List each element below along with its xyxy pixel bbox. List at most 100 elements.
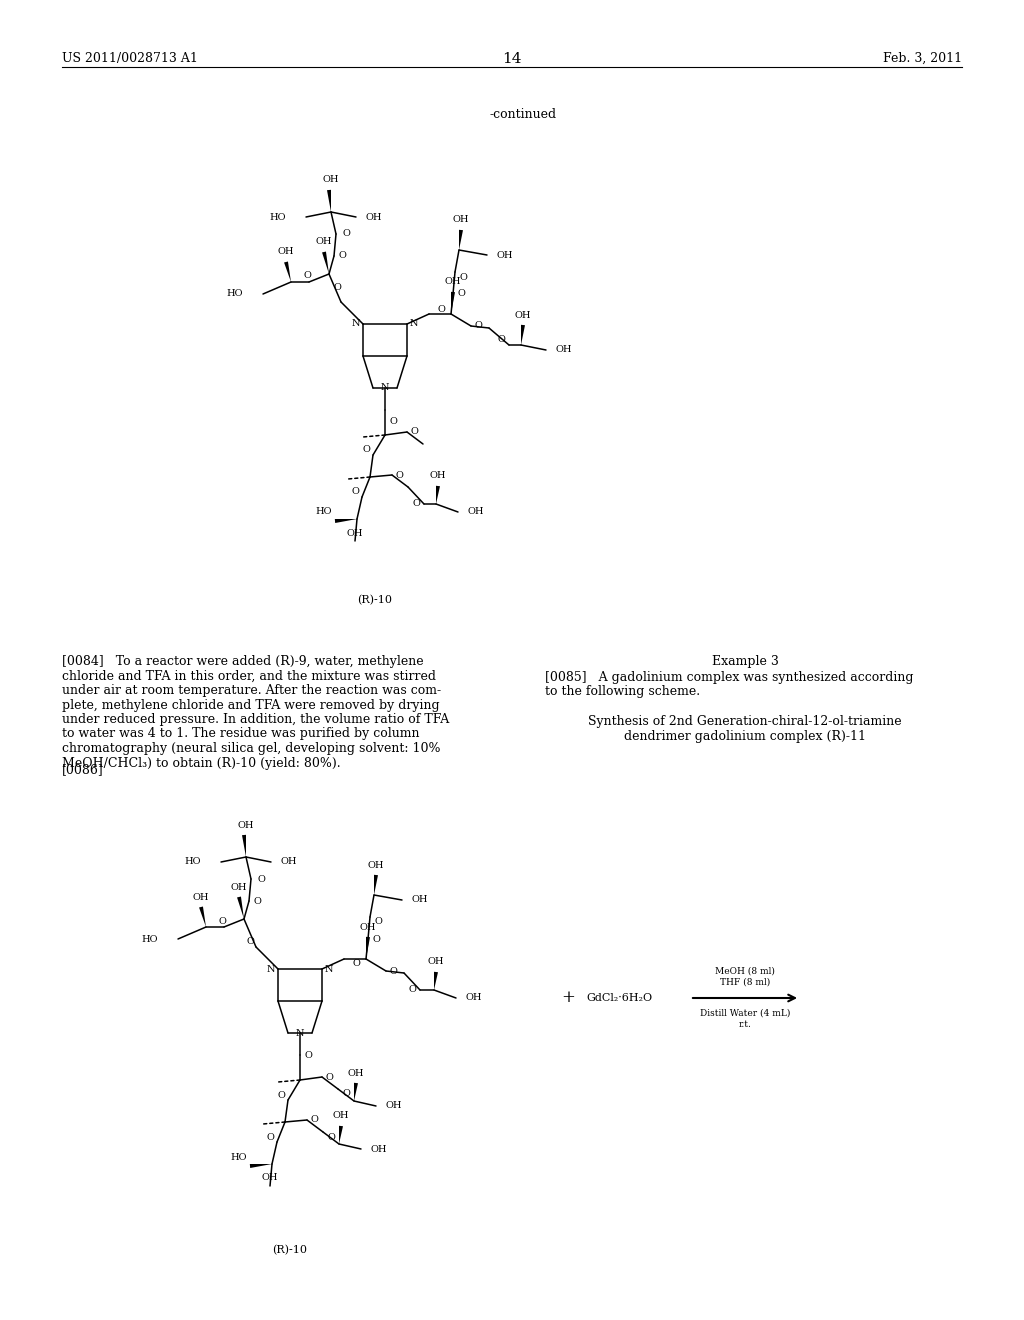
Text: OH: OH — [444, 277, 461, 286]
Text: OH: OH — [556, 346, 572, 355]
Text: N: N — [410, 319, 418, 329]
Text: US 2011/0028713 A1: US 2011/0028713 A1 — [62, 51, 198, 65]
Text: HO: HO — [315, 507, 332, 516]
Text: Distill Water (4 mL): Distill Water (4 mL) — [699, 1008, 791, 1018]
Text: O: O — [246, 936, 254, 945]
Text: OH: OH — [371, 1144, 387, 1154]
Text: O: O — [304, 1051, 312, 1060]
Text: chromatography (neural silica gel, developing solvent: 10%: chromatography (neural silica gel, devel… — [62, 742, 440, 755]
Text: OH: OH — [359, 923, 376, 932]
Text: OH: OH — [193, 892, 209, 902]
Text: O: O — [457, 289, 465, 298]
Text: O: O — [327, 1133, 335, 1142]
Polygon shape — [374, 875, 378, 895]
Text: OH: OH — [278, 248, 294, 256]
Text: N: N — [352, 319, 360, 329]
Text: HO: HO — [184, 858, 201, 866]
Text: OH: OH — [430, 471, 446, 480]
Text: O: O — [351, 487, 359, 496]
Text: O: O — [459, 272, 467, 281]
Text: OH: OH — [333, 1111, 349, 1121]
Text: OH: OH — [315, 238, 332, 247]
Text: HO: HO — [269, 213, 286, 222]
Text: O: O — [266, 1133, 274, 1142]
Text: O: O — [395, 470, 402, 479]
Text: -continued: -continued — [490, 108, 557, 121]
Text: [0086]: [0086] — [62, 763, 103, 776]
Text: O: O — [372, 935, 380, 944]
Polygon shape — [434, 972, 438, 990]
Text: HO: HO — [226, 289, 243, 298]
Polygon shape — [323, 252, 329, 275]
Text: OH: OH — [323, 176, 339, 185]
Polygon shape — [199, 907, 206, 927]
Text: O: O — [342, 1089, 350, 1098]
Text: O: O — [352, 960, 360, 969]
Text: (R)-10: (R)-10 — [357, 595, 392, 605]
Polygon shape — [451, 292, 455, 314]
Text: O: O — [374, 917, 382, 927]
Text: OH: OH — [468, 507, 484, 516]
Text: [0084]   To a reactor were added (R)-9, water, methylene: [0084] To a reactor were added (R)-9, wa… — [62, 655, 424, 668]
Text: +: + — [561, 990, 574, 1006]
Text: O: O — [218, 916, 226, 925]
Text: HO: HO — [230, 1152, 247, 1162]
Text: under air at room temperature. After the reaction was com-: under air at room temperature. After the… — [62, 684, 441, 697]
Text: N: N — [266, 965, 275, 974]
Text: (R)-10: (R)-10 — [272, 1245, 307, 1255]
Text: O: O — [389, 417, 397, 426]
Text: O: O — [410, 428, 418, 437]
Text: dendrimer gadolinium complex (R)-11: dendrimer gadolinium complex (R)-11 — [624, 730, 866, 743]
Text: OH: OH — [466, 994, 482, 1002]
Text: O: O — [333, 284, 341, 293]
Text: OH: OH — [347, 528, 364, 537]
Text: MeOH (8 ml): MeOH (8 ml) — [715, 968, 775, 975]
Text: O: O — [412, 499, 420, 508]
Text: OH: OH — [368, 861, 384, 870]
Text: OH: OH — [453, 215, 469, 224]
Text: O: O — [389, 966, 397, 975]
Text: O: O — [338, 252, 346, 260]
Polygon shape — [459, 230, 463, 249]
Polygon shape — [237, 896, 244, 919]
Text: N: N — [296, 1028, 304, 1038]
Text: OH: OH — [262, 1173, 279, 1183]
Text: O: O — [474, 322, 482, 330]
Text: OH: OH — [386, 1101, 402, 1110]
Text: Synthesis of 2nd Generation-chiral-12-ol-triamine: Synthesis of 2nd Generation-chiral-12-ol… — [588, 715, 902, 729]
Polygon shape — [284, 261, 291, 282]
Text: O: O — [325, 1072, 333, 1081]
Text: GdCl₂·6H₂O: GdCl₂·6H₂O — [586, 993, 652, 1003]
Text: O: O — [303, 272, 311, 281]
Text: to the following scheme.: to the following scheme. — [545, 685, 700, 698]
Polygon shape — [354, 1082, 358, 1101]
Text: OH: OH — [230, 883, 247, 891]
Polygon shape — [335, 519, 357, 523]
Text: N: N — [381, 384, 389, 392]
Text: 14: 14 — [502, 51, 522, 66]
Text: chloride and TFA in this order, and the mixture was stirred: chloride and TFA in this order, and the … — [62, 669, 436, 682]
Text: MeOH/CHCl₃) to obtain (R)-10 (yield: 80%).: MeOH/CHCl₃) to obtain (R)-10 (yield: 80%… — [62, 756, 341, 770]
Text: HO: HO — [141, 935, 158, 944]
Text: O: O — [437, 305, 445, 314]
Text: r.t.: r.t. — [738, 1020, 752, 1030]
Polygon shape — [327, 190, 331, 213]
Text: O: O — [257, 874, 265, 883]
Text: OH: OH — [412, 895, 428, 904]
Polygon shape — [521, 325, 525, 345]
Text: OH: OH — [238, 821, 254, 829]
Polygon shape — [250, 1164, 272, 1168]
Text: under reduced pressure. In addition, the volume ratio of TFA: under reduced pressure. In addition, the… — [62, 713, 450, 726]
Text: O: O — [310, 1115, 317, 1125]
Text: OH: OH — [281, 858, 297, 866]
Text: O: O — [342, 230, 350, 239]
Text: OH: OH — [348, 1068, 365, 1077]
Polygon shape — [366, 937, 370, 960]
Text: THF (8 ml): THF (8 ml) — [720, 978, 770, 987]
Text: OH: OH — [366, 213, 382, 222]
Text: [0085]   A gadolinium complex was synthesized according: [0085] A gadolinium complex was synthesi… — [545, 671, 913, 684]
Text: N: N — [325, 965, 333, 974]
Polygon shape — [436, 486, 440, 504]
Text: O: O — [253, 896, 261, 906]
Polygon shape — [242, 834, 246, 857]
